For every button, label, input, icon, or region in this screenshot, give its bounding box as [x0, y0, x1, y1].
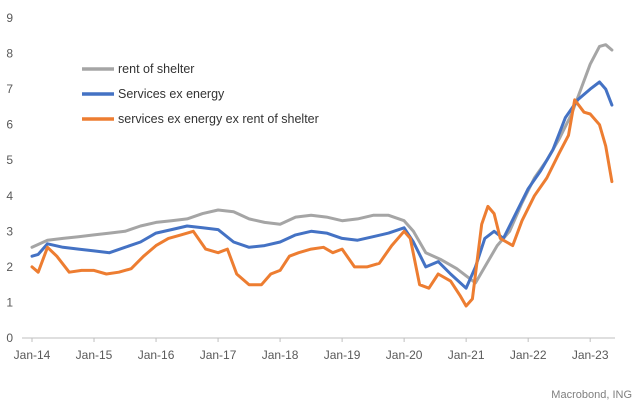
x-tick-label: Jan-16 [138, 348, 175, 362]
legend-label-rent-of-shelter: rent of shelter [118, 62, 194, 76]
x-axis-ticks: Jan-14 Jan-15 Jan-16 Jan-17 Jan-18 Jan-19 Jan-… [14, 338, 609, 362]
x-tick-label: Jan-15 [76, 348, 113, 362]
x-tick-label: Jan-21 [448, 348, 485, 362]
x-tick-label: Jan-14 [14, 348, 51, 362]
y-tick-label: 2 [6, 260, 13, 274]
x-tick-label: Jan-20 [386, 348, 423, 362]
y-tick-label: 1 [6, 295, 13, 309]
source-note: Macrobond, ING [551, 389, 632, 401]
legend: rent of shelter Services ex energy servi… [82, 62, 319, 126]
y-axis-ticks: 0 1 2 3 4 5 6 7 8 9 [6, 11, 13, 345]
y-tick-label: 8 [6, 47, 13, 61]
legend-label-services-ex-energy: Services ex energy [118, 87, 225, 101]
x-tick-label: Jan-18 [262, 348, 299, 362]
series-line-services-ex-energy [30, 80, 614, 290]
y-tick-label: 0 [6, 331, 13, 345]
y-tick-label: 3 [6, 224, 13, 238]
x-tick-label: Jan-22 [510, 348, 547, 362]
x-tick-label: Jan-19 [324, 348, 361, 362]
x-tick-label: Jan-17 [200, 348, 237, 362]
y-tick-label: 7 [6, 82, 13, 96]
series-line-services-ex-energy-ex-rent-of-shelter [30, 98, 614, 308]
series-lines [30, 43, 614, 308]
y-tick-label: 4 [6, 189, 13, 203]
y-tick-label: 5 [6, 153, 13, 167]
y-tick-label: 9 [6, 11, 13, 25]
x-tick-label: Jan-23 [572, 348, 609, 362]
y-tick-label: 6 [6, 118, 13, 132]
legend-label-services-ex-energy-ex-rent-of-shelter: services ex energy ex rent of shelter [118, 112, 319, 126]
